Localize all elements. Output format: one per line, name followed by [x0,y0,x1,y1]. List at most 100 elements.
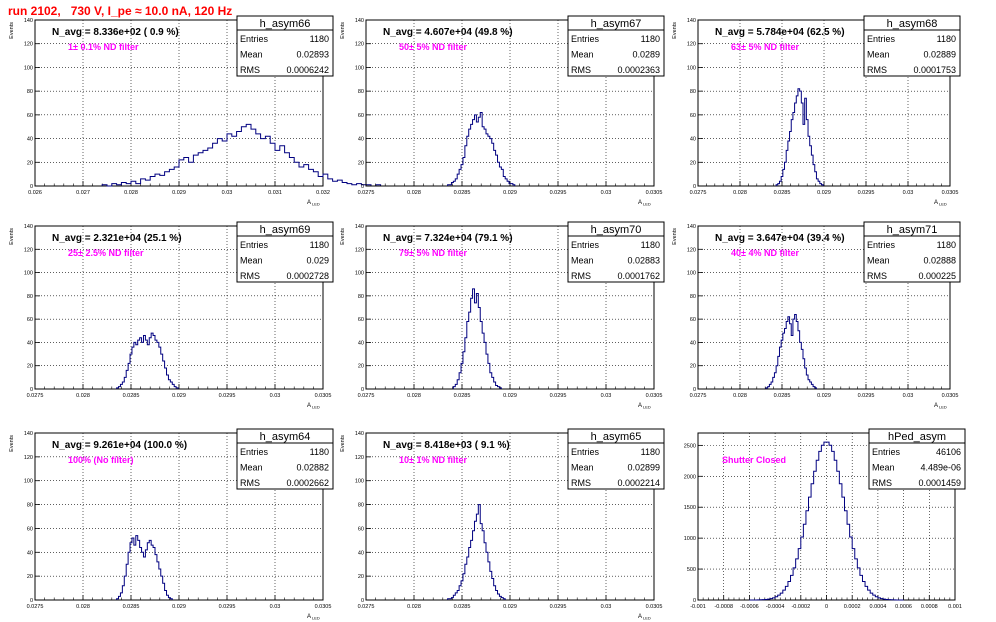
filter-label: 50± 5% ND filter [399,42,467,52]
y-tick-label: 80 [690,294,696,300]
y-tick-label: 120 [24,42,33,48]
stats-value: 1180 [937,240,956,250]
histogram-h_asym65: 0.0275 0.028 0.0285 0.029 0.0295 0.03 0.0305 0 2… [340,428,665,621]
navg-title: N_avg = 3.647e+04 (39.4 %) [715,233,845,244]
stats-value: 1180 [310,240,329,250]
stats-value: 1180 [310,34,329,44]
x-tick-label: 0.001 [948,604,962,610]
y-tick-label: 40 [27,137,33,143]
x-tick-label: 0.0305 [315,393,332,399]
histogram-bars [447,111,516,186]
x-tick-label: 0.029 [503,604,517,610]
x-tick-label: 0.0285 [774,393,791,399]
x-axis-label: ALED [307,200,320,207]
x-tick-label: 0.0305 [646,604,663,610]
stats-box: hPed_asym Entries 46106 Mean 4.489e-06 RMS 0.0… [868,428,966,490]
x-axis-label: ALED [934,200,947,207]
stats-value: 1180 [937,34,956,44]
x-tick-label: 0.0006 [895,604,912,610]
y-tick-label: 0 [30,184,33,190]
y-tick-label: 20 [358,364,364,370]
x-tick-label: 0.0305 [315,604,332,610]
navg-title-text: N_avg = 3.647e+04 (39.4 %) [715,233,845,244]
stats-box: h_asym64 Entries 1180 Mean 0.02882 RMS 0.00026… [236,428,334,490]
navg-title-text: N_avg = 8.418e+03 ( 9.1 %) [383,440,510,451]
y-axis-label: Events [672,22,678,39]
x-tick-label: 0.0295 [219,393,236,399]
x-tick-label: 0.0305 [942,393,959,399]
y-tick-label: 100 [24,271,33,277]
filter-label: 10± 1% ND filter [399,455,467,465]
navg-title: N_avg = 9.261e+04 (100.0 %) [52,440,187,451]
x-tick-label: 0.0295 [550,604,567,610]
x-tick-label: 0.0305 [646,393,663,399]
x-tick-label: 0.028 [733,393,747,399]
x-tick-label: 0.0004 [869,604,886,610]
x-tick-label: 0.029 [503,190,517,196]
stats-value: 4.489e-06 [920,463,961,473]
x-tick-label: 0.029 [172,393,186,399]
stats-label: Mean [571,50,594,60]
stats-label: Mean [571,463,594,473]
x-tick-label: 0.03 [222,190,233,196]
y-tick-label: 100 [355,65,364,71]
y-tick-label: 120 [355,42,364,48]
stats-label: Entries [867,34,896,44]
y-tick-label: 20 [27,160,33,166]
stats-box-frame [567,428,665,490]
stats-name: hPed_asym [888,431,946,443]
stats-label: RMS [867,271,887,281]
x-tick-label: 0.0285 [123,393,140,399]
x-axis-label: ALED [307,614,320,621]
navg-title-text: N_avg = 4.607e+04 (49.8 %) [383,27,513,38]
y-tick-label: 80 [27,294,33,300]
stats-box-frame [868,428,966,490]
x-axis-label: ALED [638,200,651,207]
y-tick-label: 80 [690,89,696,95]
histogram-h_asym67: 0.0275 0.028 0.0285 0.029 0.0295 0.03 0.0305 0 2… [340,15,665,207]
filter-label: 79± 5% ND filter [399,248,467,258]
histogram-h_asym64: 0.0275 0.028 0.0285 0.029 0.0295 0.03 0.0305 0 2… [9,428,334,621]
stats-value: 0.0001459 [918,478,961,488]
x-tick-label: 0.028 [407,393,421,399]
stats-value: 0.0002662 [286,478,329,488]
x-tick-label: 0.0002 [844,604,861,610]
x-tick-label: 0.0275 [690,190,707,196]
stats-value: 1180 [641,240,660,250]
stats-value: 0.02883 [627,256,660,266]
navg-title: N_avg = 7.324e+04 (79.1 %) [383,233,513,244]
x-tick-label: 0.0305 [942,190,959,196]
y-tick-label: 20 [27,364,33,370]
stats-box-frame [863,15,961,77]
y-tick-label: 40 [358,137,364,143]
stats-value: 0.02899 [627,463,660,473]
x-tick-label: 0.0275 [27,393,44,399]
stats-value: 0.02888 [923,256,956,266]
stats-label: RMS [240,478,260,488]
stats-name: h_asym71 [887,224,938,236]
stats-name: h_asym64 [260,431,311,443]
x-tick-label: 0.0285 [774,190,791,196]
y-tick-label: 60 [358,526,364,532]
x-tick-label: 0.028 [76,393,90,399]
x-tick-label: 0.027 [76,190,90,196]
stats-box: h_asym70 Entries 1180 Mean 0.02883 RMS 0.00017… [567,221,665,283]
stats-value: 0.000225 [918,271,956,281]
y-tick-label: 120 [687,42,696,48]
x-tick-label: 0.0008 [921,604,938,610]
y-tick-label: 140 [24,431,33,437]
histogram-bars [116,332,179,389]
y-tick-label: 120 [687,247,696,253]
stats-value: 0.0001762 [617,271,660,281]
x-axis-label: ALED [638,614,651,621]
stats-label: Mean [240,463,263,473]
stats-name: h_asym65 [591,431,642,443]
y-axis-label: Events [340,22,346,39]
y-tick-label: 140 [355,18,364,24]
y-tick-label: 100 [355,479,364,485]
y-tick-label: 0 [30,598,33,604]
y-tick-label: 140 [687,18,696,24]
y-tick-label: 120 [24,247,33,253]
x-axis-label: ALED [638,403,651,410]
stats-value: 0.0002728 [286,271,329,281]
